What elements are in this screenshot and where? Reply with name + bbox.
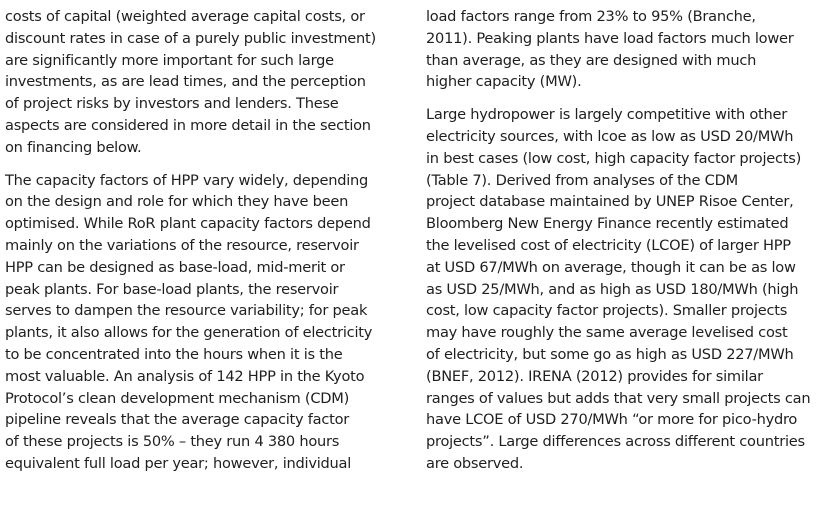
- text-line: The capacity factors of HPP vary widely,…: [5, 171, 369, 189]
- text-line: plants, it also allows for the generatio…: [5, 324, 373, 342]
- text-line: of electricity, but some go as high as U…: [426, 345, 794, 363]
- text-line: (Table 7). Derived from analyses of the …: [426, 171, 738, 189]
- text-line: projects”. Large differences across diff…: [426, 433, 805, 451]
- text-line: Protocol’s clean development mechanism (…: [5, 389, 350, 407]
- text-line: have LCOE of USD 270/MWh “or more for pi…: [426, 411, 798, 429]
- paragraph-cost-of-capital: costs of capital (weighted average capit…: [5, 6, 403, 159]
- text-line: mainly on the variations of the resource…: [5, 236, 359, 254]
- text-line: of project risks by investors and lender…: [5, 95, 339, 113]
- paragraph-gap: [5, 159, 403, 170]
- right-column: load factors range from 23% to 95% (Bran…: [426, 0, 822, 475]
- text-line: (BNEF, 2012). IRENA (2012) provides for …: [426, 367, 763, 385]
- text-line: optimised. While RoR plant capacity fact…: [5, 215, 371, 233]
- text-line: are significantly more important for suc…: [5, 51, 334, 69]
- text-line: costs of capital (weighted average capit…: [5, 8, 365, 25]
- text-line: on the design and role for which they ha…: [5, 193, 349, 211]
- text-line: aspects are considered in more detail in…: [5, 116, 371, 134]
- text-line: of these projects is 50% – they run 4 38…: [5, 433, 340, 451]
- text-line: most valuable. An analysis of 142 HPP in…: [5, 367, 365, 385]
- text-line: serves to dampen the resource variabilit…: [5, 302, 368, 320]
- text-line: the levelised cost of electricity (LCOE)…: [426, 236, 791, 254]
- text-line: in best cases (low cost, high capacity f…: [426, 149, 802, 167]
- text-line: at USD 67/MWh on average, though it can …: [426, 258, 796, 276]
- text-line: project database maintained by UNEP Riso…: [426, 193, 794, 211]
- text-line: equivalent full load per year; however, …: [5, 454, 352, 472]
- text-line: may have roughly the same average leveli…: [426, 324, 788, 342]
- text-line: as USD 25/MWh, and as high as USD 180/MW…: [426, 280, 799, 298]
- paragraph-load-factors: load factors range from 23% to 95% (Bran…: [426, 6, 822, 93]
- text-line: cost, low capacity factor projects). Sma…: [426, 302, 788, 320]
- paragraph-capacity-factors: The capacity factors of HPP vary widely,…: [5, 170, 403, 475]
- text-line: HPP can be designed as base-load, mid-me…: [5, 258, 345, 276]
- text-line: ranges of values but adds that very smal…: [426, 389, 811, 407]
- text-line: than average, as they are designed with …: [426, 51, 757, 69]
- text-line: Large hydropower is largely competitive …: [426, 106, 788, 124]
- text-line: 2011). Peaking plants have load factors …: [426, 29, 794, 47]
- text-line: to be concentrated into the hours when i…: [5, 345, 343, 363]
- text-line: investments, as are lead times, and the …: [5, 73, 366, 91]
- text-line: discount rates in case of a purely publi…: [5, 29, 376, 47]
- left-column: costs of capital (weighted average capit…: [5, 0, 403, 475]
- text-line: pipeline reveals that the average capaci…: [5, 411, 350, 429]
- text-line: on financing below.: [5, 138, 142, 156]
- paragraph-large-hydropower: Large hydropower is largely competitive …: [426, 104, 822, 475]
- text-line: higher capacity (MW).: [426, 73, 582, 91]
- paragraph-gap: [426, 93, 822, 104]
- text-line: peak plants. For base-load plants, the r…: [5, 280, 339, 298]
- text-line: load factors range from 23% to 95% (Bran…: [426, 8, 756, 25]
- text-line: Bloomberg New Energy Finance recently es…: [426, 215, 789, 233]
- text-line: electricity sources, with lcoe as low as…: [426, 127, 794, 145]
- text-line: are observed.: [426, 454, 524, 472]
